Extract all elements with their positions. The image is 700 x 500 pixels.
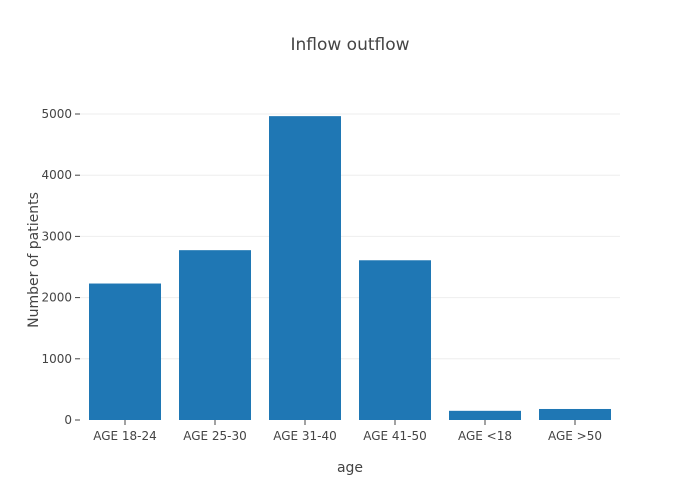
y-tick-label: 1000 bbox=[41, 352, 72, 366]
y-axis: 0 1000 2000 3000 4000 5000 bbox=[41, 107, 80, 427]
y-tick-label: 4000 bbox=[41, 168, 72, 182]
gridlines bbox=[80, 113, 620, 360]
y-tick-label: 3000 bbox=[41, 229, 72, 243]
bar bbox=[89, 283, 161, 420]
x-axis: AGE 18-24 AGE 25-30 AGE 31-40 AGE 41-50 AGE … bbox=[93, 420, 602, 443]
x-tick-label: AGE 31-40 bbox=[273, 429, 337, 443]
y-tick-label: 0 bbox=[64, 413, 72, 427]
y-axis-title: Number of patients bbox=[26, 192, 42, 328]
x-tick-label: AGE >50 bbox=[548, 429, 602, 443]
x-tick-label: AGE 25-30 bbox=[183, 429, 247, 443]
chart-title: Inflow outflow bbox=[290, 35, 409, 55]
bar bbox=[449, 410, 521, 420]
bar bbox=[179, 250, 251, 420]
x-tick-label: AGE <18 bbox=[458, 429, 512, 443]
x-tick-label: AGE 41-50 bbox=[363, 429, 427, 443]
bar bbox=[359, 260, 431, 420]
y-tick-label: 5000 bbox=[41, 107, 72, 121]
bar bbox=[269, 116, 341, 420]
x-axis-title: age bbox=[337, 460, 363, 476]
y-tick-label: 2000 bbox=[41, 291, 72, 305]
bars bbox=[89, 116, 611, 420]
bar bbox=[539, 408, 611, 420]
x-tick-label: AGE 18-24 bbox=[93, 429, 157, 443]
